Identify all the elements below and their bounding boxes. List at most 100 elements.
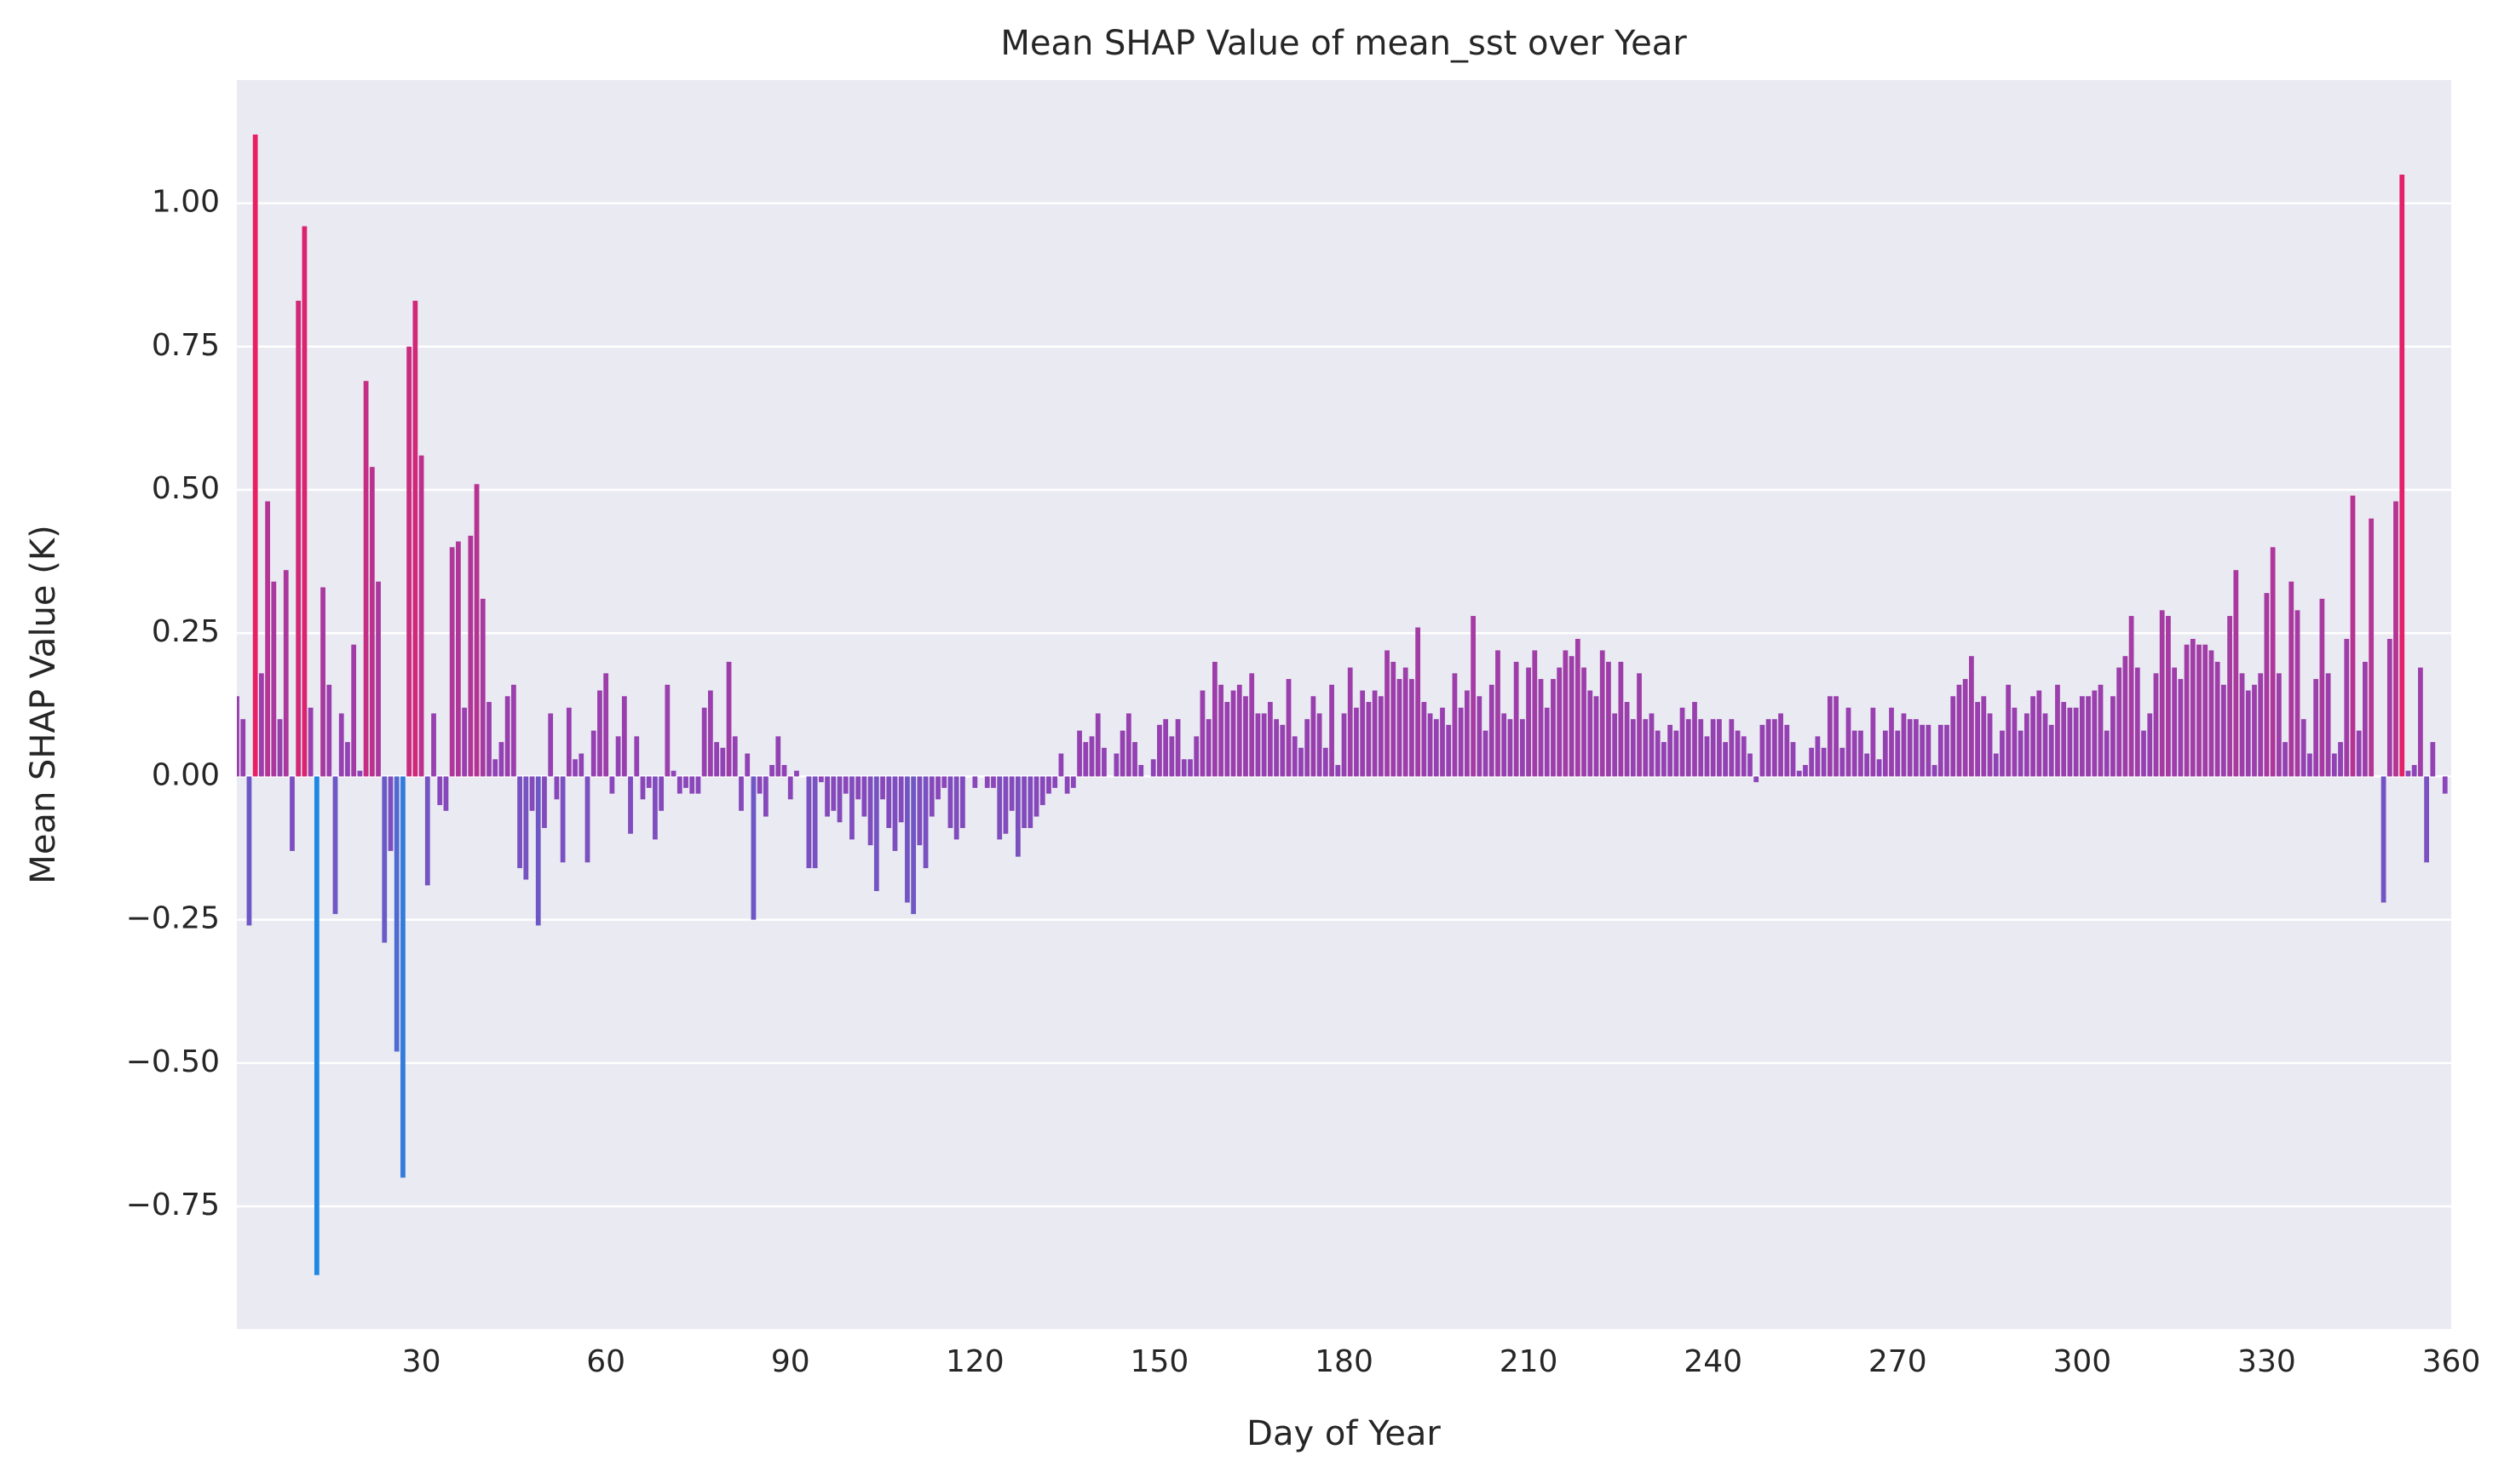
bar: [369, 467, 375, 777]
bar: [997, 776, 1003, 840]
bar: [1692, 701, 1697, 777]
bar: [400, 776, 406, 1178]
bar: [590, 730, 596, 777]
bar: [1360, 690, 1366, 777]
bar: [1870, 707, 1876, 777]
bar: [2172, 667, 2178, 777]
bar: [1175, 719, 1181, 777]
x-tick-label: 300: [2052, 1344, 2111, 1379]
bar: [345, 742, 350, 777]
bar: [861, 776, 867, 817]
bar: [2424, 776, 2430, 863]
bar: [646, 776, 652, 788]
bar: [1366, 701, 1372, 777]
bar: [1471, 616, 1476, 777]
bar: [1304, 719, 1310, 777]
bar: [911, 776, 917, 914]
bar: [665, 684, 671, 777]
bar: [2288, 581, 2294, 777]
bar: [332, 776, 338, 914]
bar: [1914, 719, 1919, 777]
bar: [573, 759, 578, 777]
bar: [831, 776, 837, 811]
bar: [1335, 764, 1341, 777]
bar: [689, 776, 695, 794]
bar: [1206, 719, 1212, 777]
bar: [676, 776, 682, 794]
bar: [1341, 713, 1347, 777]
x-tick-label: 90: [771, 1344, 810, 1379]
x-tick-label: 120: [946, 1344, 1005, 1379]
bar: [1519, 719, 1525, 777]
bar: [757, 776, 763, 794]
bar: [1089, 736, 1095, 777]
bar: [2344, 638, 2350, 777]
bar: [1685, 719, 1691, 777]
bar: [1188, 759, 1193, 777]
bar: [1390, 661, 1396, 777]
bar: [2405, 770, 2411, 777]
bar: [351, 644, 357, 777]
bar: [1077, 730, 1082, 777]
bar: [1809, 747, 1815, 777]
bar: [1261, 713, 1267, 777]
bar: [2184, 644, 2190, 777]
bar: [1765, 719, 1771, 777]
bar: [1249, 673, 1255, 777]
bar: [2134, 667, 2140, 777]
bar: [1815, 736, 1821, 777]
bar: [1329, 684, 1334, 777]
bar: [603, 673, 609, 777]
bar: [1981, 696, 1987, 777]
bar: [1944, 724, 1949, 777]
bar: [818, 776, 824, 783]
bar: [1569, 656, 1575, 777]
bar: [1784, 724, 1790, 777]
bar: [1003, 776, 1009, 834]
bar: [960, 776, 965, 828]
bar: [437, 776, 443, 806]
bar: [1532, 650, 1538, 777]
bar: [1458, 707, 1464, 777]
bar: [498, 742, 504, 777]
bar: [1446, 724, 1452, 777]
bar: [480, 598, 486, 777]
bar: [1009, 776, 1015, 811]
y-tick-label: 1.00: [152, 185, 220, 220]
bar: [2300, 719, 2306, 777]
bar: [1157, 724, 1162, 777]
bar: [947, 776, 953, 828]
bar: [775, 736, 781, 777]
bar: [825, 776, 830, 817]
bar: [1255, 713, 1261, 777]
bar: [787, 776, 793, 800]
bar: [2227, 616, 2232, 777]
bar: [2270, 547, 2276, 777]
x-tick-label: 360: [2422, 1344, 2481, 1379]
bar: [1630, 719, 1636, 777]
bar: [1716, 719, 1722, 777]
bar: [1839, 747, 1845, 777]
bar: [2178, 679, 2184, 777]
bar: [2073, 707, 2079, 777]
bar: [566, 707, 572, 777]
bar: [314, 776, 320, 1275]
bar: [2380, 776, 2386, 903]
y-tick-label: 0.75: [152, 328, 220, 363]
bar: [1858, 730, 1863, 777]
bar: [2166, 616, 2171, 777]
bar: [2252, 684, 2257, 777]
bar: [905, 776, 910, 903]
bar: [1243, 696, 1248, 777]
bar: [1488, 684, 1494, 777]
bar: [523, 776, 529, 880]
bar: [2141, 730, 2146, 777]
bar: [1655, 730, 1661, 777]
bar: [504, 696, 510, 777]
bar: [1482, 730, 1488, 777]
bar: [271, 581, 277, 777]
bar: [406, 346, 412, 777]
bar: [1095, 713, 1101, 777]
bar: [376, 581, 381, 777]
